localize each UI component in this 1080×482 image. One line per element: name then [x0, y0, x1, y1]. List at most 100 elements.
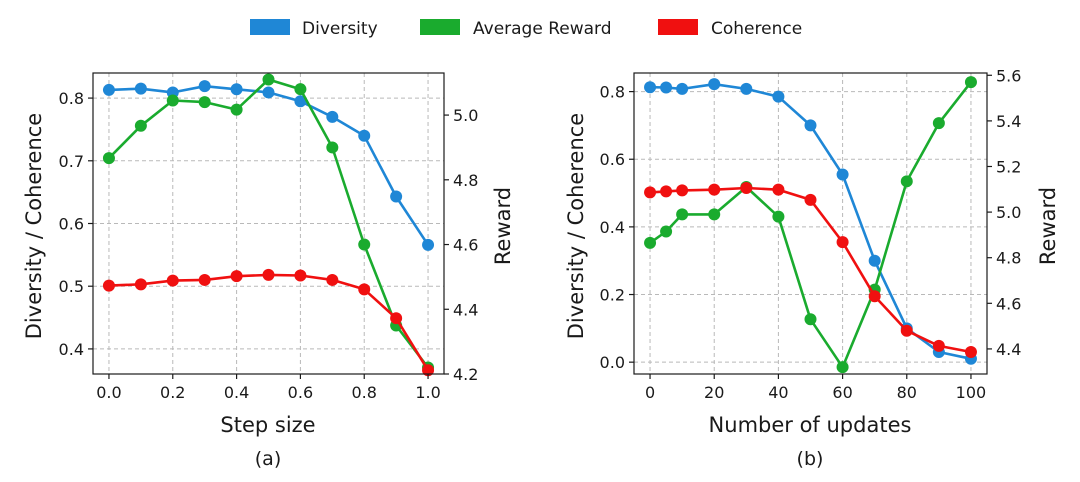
panel-a-coherence-point-7 [326, 273, 339, 286]
panel-b-coherence-point-8 [868, 290, 881, 303]
panel-a-diversity-point-5 [262, 86, 275, 99]
panel-b-average-reward-point-1 [660, 225, 673, 238]
panel-b-coherence-point-6 [804, 193, 817, 206]
legend-label-coherence: Coherence [711, 19, 802, 39]
panel-b-diversity-point-6 [804, 119, 817, 132]
panel-b-caption: (b) [797, 448, 824, 470]
panel-b-average-reward-point-7 [836, 361, 849, 374]
panel-a-xlabel: Step size [220, 413, 315, 437]
panel-a-xtick-label-5: 1.0 [415, 383, 440, 402]
panel-b-coherence-point-11 [964, 346, 977, 359]
panel-a-ytick-left-label-2: 0.6 [59, 215, 84, 234]
panel-b-xtick-label-3: 60 [832, 383, 852, 402]
panel-a-ylabel-right: Reward [491, 187, 515, 265]
panel-b-ytick-left-label-0: 0.0 [600, 353, 625, 372]
panel-a-coherence-point-8 [358, 283, 371, 296]
panel-a-xtick-label-1: 0.2 [160, 383, 185, 402]
panel-a-average-reward-point-8 [358, 238, 371, 251]
panel-b-ytick-right-label-1: 4.6 [996, 294, 1021, 313]
panel-b-xtick-label-5: 100 [956, 383, 987, 402]
panel-a-xtick-label-0: 0.0 [96, 383, 121, 402]
panel-b-coherence-point-5 [772, 183, 785, 196]
panel-b-ylabel-left: Diversity / Coherence [564, 113, 588, 339]
panel-b-ytick-right-label-3: 5.0 [996, 203, 1021, 222]
legend-label-average-reward: Average Reward [473, 19, 612, 39]
panel-a-average-reward-point-5 [262, 73, 275, 86]
panel-a-caption: (a) [255, 448, 281, 470]
panel-a-ytick-left-label-4: 0.8 [59, 89, 84, 108]
panel-a: 0.0 0.2 0.4 0.6 0.8 1.0 0.4 0.5 0.6 0.7 0.8 4.2 4.4 4… [22, 72, 515, 470]
panel-a-xtick-label-3: 0.6 [288, 383, 313, 402]
panel-b-ytick-right-label-0: 4.4 [996, 340, 1021, 359]
panel-a-average-reward-point-6 [294, 83, 307, 96]
legend-swatch-average-reward [420, 19, 460, 35]
panel-b-xtick-label-2: 40 [768, 383, 788, 402]
panel-a-ytick-right-label-1: 4.4 [453, 300, 478, 319]
panel-a-coherence-point-1 [134, 278, 147, 291]
panel-a-plot: 0.0 0.2 0.4 0.6 0.8 1.0 0.4 0.5 0.6 0.7 0.8 4.2 4.4 4… [59, 72, 478, 402]
panel-a-average-reward-point-2 [166, 94, 179, 107]
panel-a-xtick-label-4: 0.8 [352, 383, 377, 402]
panel-b-ytick-left-label-3: 0.6 [600, 150, 625, 169]
panel-a-diversity-point-10 [422, 238, 435, 251]
panel-b-diversity-point-7 [836, 168, 849, 181]
panel-b-average-reward-point-3 [708, 208, 721, 221]
panel-a-diversity-point-0 [102, 83, 115, 96]
panel-a-coherence-point-5 [262, 268, 275, 281]
panel-b-average-reward-point-11 [964, 76, 977, 89]
panel-b-coherence-point-0 [644, 186, 657, 199]
panel-b-average-reward-point-6 [804, 313, 817, 326]
panel-a-diversity-point-9 [390, 190, 403, 203]
panel-b-ytick-right-label-6: 5.6 [996, 66, 1021, 85]
panel-b-coherence-point-9 [900, 324, 913, 337]
panel-b-ytick-right-label-2: 4.8 [996, 249, 1021, 268]
panel-a-average-reward-point-7 [326, 141, 339, 154]
panel-b-frame [633, 72, 988, 375]
panel-b-coherence-point-7 [836, 236, 849, 249]
panel-a-coherence-point-2 [166, 274, 179, 287]
panel-a-average-reward-point-4 [230, 103, 243, 116]
panel-a-diversity-point-4 [230, 83, 243, 96]
panel-b-ytick-left-label-2: 0.4 [600, 218, 625, 237]
panel-a-coherence-point-4 [230, 270, 243, 283]
panel-a-ytick-right-label-4: 5.0 [453, 106, 478, 125]
panel-a-ytick-left-label-1: 0.5 [59, 277, 84, 296]
panel-b-diversity-point-2 [676, 82, 689, 95]
panel-b-average-reward-point-5 [772, 210, 785, 223]
panel-a-diversity-point-3 [198, 80, 211, 93]
panel-a-coherence-point-9 [390, 312, 403, 325]
panel-b-ytick-left-label-1: 0.2 [600, 286, 625, 305]
panel-a-ylabel-left: Diversity / Coherence [22, 113, 46, 339]
panel-a-average-reward-point-1 [134, 119, 147, 132]
panel-b-ytick-left-label-4: 0.8 [600, 83, 625, 102]
legend-swatch-coherence [658, 19, 698, 35]
panel-a-coherence-point-0 [102, 279, 115, 292]
panel-a-ytick-right-label-2: 4.6 [453, 236, 478, 255]
panel-b-xlabel: Number of updates [709, 413, 912, 437]
panel-a-diversity-point-7 [326, 110, 339, 123]
panel-a-average-reward-point-3 [198, 96, 211, 109]
panel-b-diversity-point-0 [644, 81, 657, 94]
panel-a-coherence-point-3 [198, 273, 211, 286]
panel-a-average-reward-point-0 [102, 152, 115, 165]
panel-a-xtick-label-2: 0.4 [224, 383, 249, 402]
panel-b-average-reward-point-0 [644, 236, 657, 249]
panel-a-coherence-point-10 [422, 364, 435, 377]
panel-b-diversity-point-5 [772, 90, 785, 103]
panel-b-ytick-right-label-5: 5.4 [996, 112, 1021, 131]
panel-b-coherence-point-10 [932, 339, 945, 352]
panel-a-diversity-line [108, 84, 430, 246]
legend-swatch-diversity [250, 19, 290, 35]
panel-b-diversity-point-1 [660, 81, 673, 94]
panel-b-xtick-label-1: 20 [704, 383, 724, 402]
panel-b-coherence-point-2 [676, 184, 689, 197]
legend: Diversity Average Reward Coherence [250, 19, 802, 39]
panel-b-diversity-point-3 [708, 78, 721, 91]
panel-b-coherence-point-3 [708, 183, 721, 196]
panel-b-xtick-label-4: 80 [897, 383, 917, 402]
panel-a-ytick-left-label-0: 0.4 [59, 340, 84, 359]
panel-b-diversity-point-4 [740, 82, 753, 95]
panel-a-coherence-point-6 [294, 269, 307, 282]
